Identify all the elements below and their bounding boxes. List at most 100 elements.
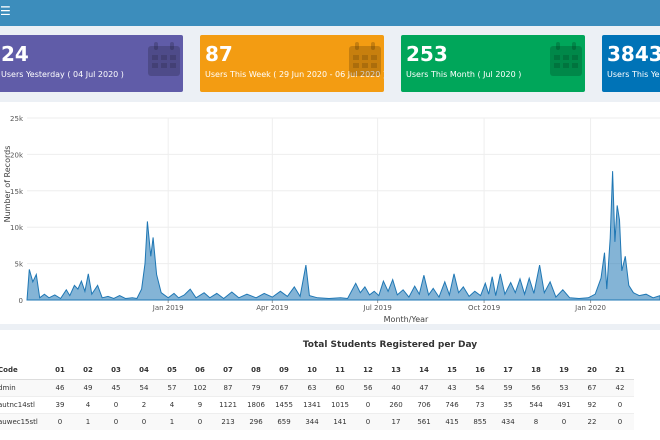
table-cell: 561 bbox=[410, 412, 438, 430]
table-cell: 296 bbox=[242, 412, 270, 430]
table-cell: 415 bbox=[438, 412, 466, 430]
column-header-day[interactable]: 17 bbox=[494, 362, 522, 380]
table-cell: 54 bbox=[466, 378, 494, 396]
table-cell: 855 bbox=[466, 412, 494, 430]
column-header-day[interactable]: 07 bbox=[214, 362, 242, 380]
table-cell: 0 bbox=[606, 395, 634, 413]
column-header-day[interactable]: 14 bbox=[410, 362, 438, 380]
y-tick-label: 0 bbox=[19, 297, 23, 305]
column-header-day[interactable]: 13 bbox=[382, 362, 410, 380]
y-tick-label: 15k bbox=[10, 188, 24, 196]
table-cell: 17 bbox=[382, 412, 410, 430]
info-box-number: 87 bbox=[205, 42, 233, 66]
info-box-label: Users This Week ( 29 Jun 2020 - 06 Jul 2… bbox=[205, 70, 384, 79]
column-header-day[interactable]: 08 bbox=[242, 362, 270, 380]
table-cell: 0 bbox=[354, 395, 382, 413]
column-header-day[interactable]: 01 bbox=[46, 362, 74, 380]
calendar-icon bbox=[349, 42, 381, 76]
table-cell: 42 bbox=[606, 378, 634, 396]
table-cell: 0 bbox=[550, 412, 578, 430]
table-cell: 9 bbox=[186, 395, 214, 413]
table-cell: 40 bbox=[382, 378, 410, 396]
series-area bbox=[26, 171, 660, 301]
hamburger-icon[interactable]: ☰ bbox=[0, 4, 11, 18]
column-header-day[interactable]: 15 bbox=[438, 362, 466, 380]
column-header-day[interactable]: 18 bbox=[522, 362, 550, 380]
column-header-day[interactable]: 21 bbox=[606, 362, 634, 380]
table-cell: 39 bbox=[46, 395, 74, 413]
records-area-chart: 0 5k 10k 15k 20k 25k Jan 2019 Apr 2019 Jul 2019… bbox=[3, 115, 660, 324]
column-header-day[interactable]: 03 bbox=[102, 362, 130, 380]
table-cell: 0 bbox=[606, 412, 634, 430]
y-axis-label: Number of Records bbox=[3, 146, 12, 223]
column-header-day[interactable]: 02 bbox=[74, 362, 102, 380]
column-header-day[interactable]: 11 bbox=[326, 362, 354, 380]
table-cell: 344 bbox=[298, 412, 326, 430]
table-cell: 67 bbox=[578, 378, 606, 396]
info-box-this-week: 87 Users This Week ( 29 Jun 2020 - 06 Ju… bbox=[200, 35, 384, 92]
table-cell: 43 bbox=[438, 378, 466, 396]
table-cell: 0 bbox=[130, 412, 158, 430]
table-cell: 22 bbox=[578, 412, 606, 430]
records-chart-panel: 0 5k 10k 15k 20k 25k Jan 2019 Apr 2019 Jul 2019… bbox=[0, 102, 660, 324]
table-cell: 53 bbox=[550, 378, 578, 396]
table-cell: 0 bbox=[354, 412, 382, 430]
column-header-day[interactable]: 09 bbox=[270, 362, 298, 380]
table-cell: 706 bbox=[410, 395, 438, 413]
table-cell: 0 bbox=[102, 412, 130, 430]
info-box-yesterday: 24 Users Yesterday ( 04 Jul 2020 ) bbox=[0, 35, 183, 92]
column-header-day[interactable]: 06 bbox=[186, 362, 214, 380]
column-header-day[interactable]: 10 bbox=[298, 362, 326, 380]
table-cell: 92 bbox=[578, 395, 606, 413]
table-cell: 0 bbox=[186, 412, 214, 430]
row-code-cell: autnc14stl bbox=[0, 395, 46, 413]
column-header-day[interactable]: 16 bbox=[466, 362, 494, 380]
table-cell: 213 bbox=[214, 412, 242, 430]
table-cell: 87 bbox=[214, 378, 242, 396]
table-cell: 49 bbox=[74, 378, 102, 396]
table-cell: 57 bbox=[158, 378, 186, 396]
table-cell: 35 bbox=[494, 395, 522, 413]
table-cell: 60 bbox=[326, 378, 354, 396]
x-tick-label: Jan 2020 bbox=[574, 304, 606, 312]
table-cell: 544 bbox=[522, 395, 550, 413]
table-row: auwec15stl 0 1 0 0 1 0 213 296 659 344 141 0 17 561 415… bbox=[0, 412, 634, 430]
table-cell: 2 bbox=[130, 395, 158, 413]
table-cell: 4 bbox=[74, 395, 102, 413]
table-cell: 1341 bbox=[298, 395, 326, 413]
column-header-code[interactable]: Code bbox=[0, 362, 46, 380]
info-box-label: Users This Month ( Jul 2020 ) bbox=[406, 70, 522, 79]
info-box-label: Users Yesterday ( 04 Jul 2020 ) bbox=[1, 70, 124, 79]
y-tick-label: 5k bbox=[14, 261, 23, 269]
column-header-day[interactable]: 12 bbox=[354, 362, 382, 380]
table-cell: 56 bbox=[354, 378, 382, 396]
table-cell: 141 bbox=[326, 412, 354, 430]
column-header-day[interactable]: 19 bbox=[550, 362, 578, 380]
column-header-day[interactable]: 20 bbox=[578, 362, 606, 380]
table-cell: 260 bbox=[382, 395, 410, 413]
registrations-table: Code 01 02 03 04 05 06 07 08 09 10 11 12 13 14 15 16 17 18… bbox=[0, 362, 634, 430]
table-cell: 8 bbox=[522, 412, 550, 430]
calendar-icon bbox=[550, 42, 582, 76]
table-cell: 4 bbox=[158, 395, 186, 413]
table-cell: 1121 bbox=[214, 395, 242, 413]
table-cell: 45 bbox=[102, 378, 130, 396]
info-box-number: 38434 bbox=[607, 42, 660, 66]
table-cell: 434 bbox=[494, 412, 522, 430]
y-tick-label: 25k bbox=[10, 115, 24, 123]
y-tick-label: 10k bbox=[10, 224, 24, 232]
table-row: autnc14stl 39 4 0 2 4 9 1121 1806 1455 1341 1015 0 26… bbox=[0, 395, 634, 413]
table-header-row: Code 01 02 03 04 05 06 07 08 09 10 11 12 13 14 15 16 17 18… bbox=[0, 362, 634, 380]
table-cell: 46 bbox=[46, 378, 74, 396]
column-header-day[interactable]: 04 bbox=[130, 362, 158, 380]
top-navbar: ☰ bbox=[0, 0, 660, 26]
info-box-label: Users This Year bbox=[607, 70, 660, 79]
x-tick-label: Oct 2019 bbox=[468, 304, 500, 312]
table-cell: 491 bbox=[550, 395, 578, 413]
info-box-number: 253 bbox=[406, 42, 448, 66]
table-cell: 1806 bbox=[242, 395, 270, 413]
column-header-day[interactable]: 05 bbox=[158, 362, 186, 380]
table-cell: 1 bbox=[158, 412, 186, 430]
table-cell: 746 bbox=[438, 395, 466, 413]
table-cell: 59 bbox=[494, 378, 522, 396]
